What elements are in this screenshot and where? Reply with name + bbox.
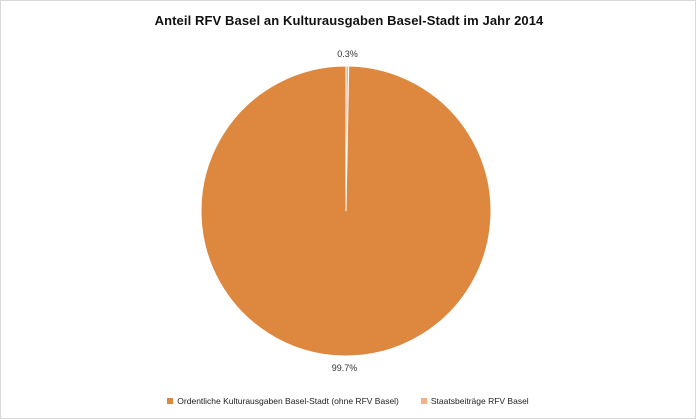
legend: Ordentliche Kulturausgaben Basel-Stadt (…	[0, 396, 696, 406]
data-label-ordentliche-kulturausgaben-basel-stadt-ohne-rfv-basel: 99.7%	[332, 363, 358, 373]
data-label-staatsbeitr-ge-rfv-basel: 0.3%	[337, 49, 358, 59]
legend-item-ordentliche: Ordentliche Kulturausgaben Basel-Stadt (…	[167, 396, 399, 406]
legend-item-staatsbeitraege: Staatsbeiträge RFV Basel	[420, 396, 529, 406]
legend-label-staatsbeitraege: Staatsbeiträge RFV Basel	[430, 396, 529, 406]
legend-swatch-ordentliche	[167, 398, 174, 404]
chart-title: Anteil RFV Basel an Kulturausgaben Basel…	[154, 13, 544, 28]
legend-swatch-staatsbeitraege	[420, 398, 427, 404]
legend-label-ordentliche: Ordentliche Kulturausgaben Basel-Stadt (…	[177, 396, 399, 406]
pie-slice-ordentliche-kulturausgaben-basel-stadt-ohne-rfv-basel	[200, 65, 492, 357]
